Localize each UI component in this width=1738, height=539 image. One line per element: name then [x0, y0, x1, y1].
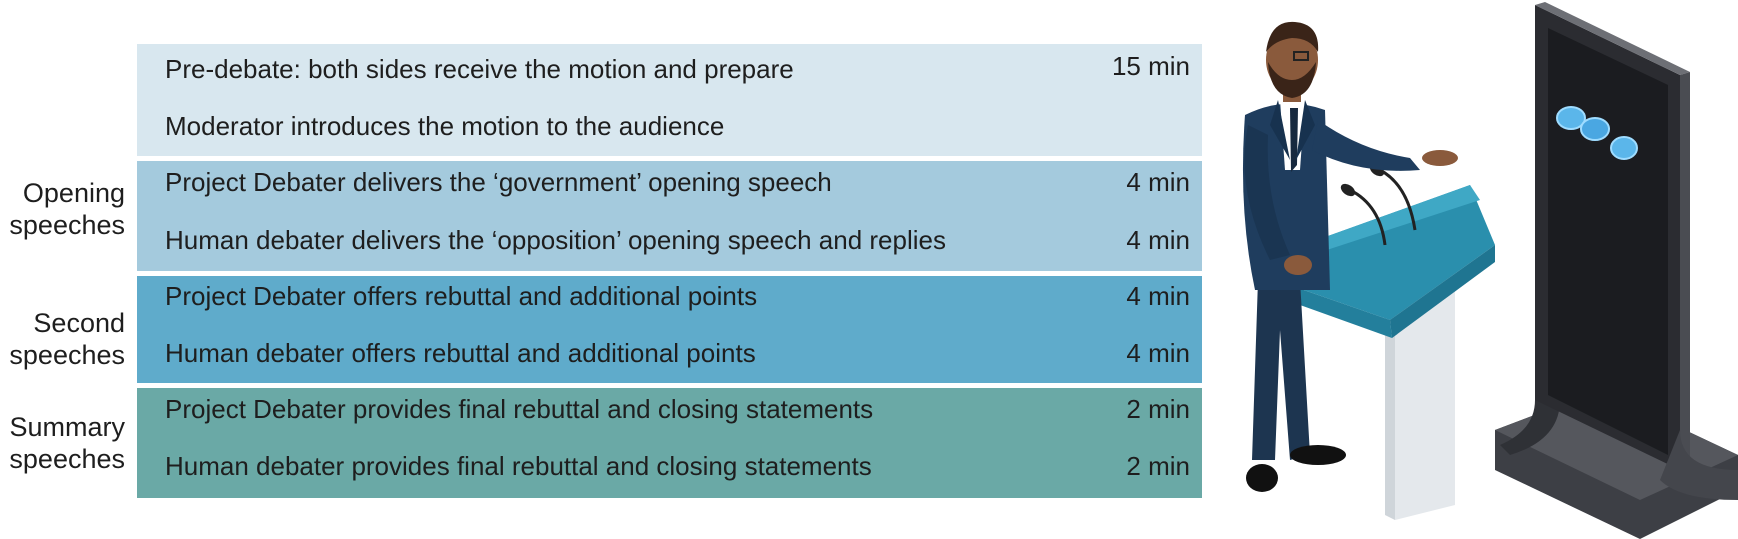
row-text: Project Debater delivers the ‘government… [165, 167, 832, 197]
label-line: Summary [9, 412, 125, 442]
row-duration: 4 min [1126, 167, 1190, 197]
label-line: Opening [22, 178, 125, 208]
row-text: Project Debater offers rebuttal and addi… [165, 281, 758, 311]
row-text: Project Debater provides final rebuttal … [165, 394, 874, 424]
row-duration: 4 min [1126, 338, 1190, 368]
row-duration: 2 min [1126, 394, 1190, 424]
section-pre-debate: Pre-debate: both sides receive the motio… [137, 44, 1202, 156]
label-line: Second [33, 308, 125, 338]
debate-schedule: Pre-debate: both sides receive the motio… [137, 44, 1202, 498]
label-line: speeches [9, 340, 125, 370]
row-duration: 4 min [1126, 281, 1190, 311]
row-text: Human debater delivers the ‘opposition’ … [165, 225, 946, 255]
row-text: Human debater provides final rebuttal an… [165, 451, 872, 481]
label-line: speeches [9, 444, 125, 474]
label-line: speeches [9, 210, 125, 240]
section-label-summary: Summary speeches [0, 411, 125, 475]
section-second-speeches: Project Debater offers rebuttal and addi… [137, 276, 1202, 383]
row-text: Pre-debate: both sides receive the motio… [165, 54, 794, 84]
human-debater-icon [1242, 21, 1458, 492]
section-label-second: Second speeches [0, 307, 125, 371]
section-opening-speeches: Project Debater delivers the ‘government… [137, 161, 1202, 271]
machine-tower-icon [1495, 2, 1738, 539]
section-summary-speeches: Project Debater provides final rebuttal … [137, 388, 1202, 498]
row-text: Human debater offers rebuttal and additi… [165, 338, 756, 368]
row-text: Moderator introduces the motion to the a… [165, 111, 725, 141]
section-label-opening: Opening speeches [0, 177, 125, 241]
row-duration: 15 min [1111, 51, 1190, 81]
row-duration: 4 min [1126, 225, 1190, 255]
row-duration: 2 min [1126, 451, 1190, 481]
debate-illustration [1242, 2, 1738, 539]
